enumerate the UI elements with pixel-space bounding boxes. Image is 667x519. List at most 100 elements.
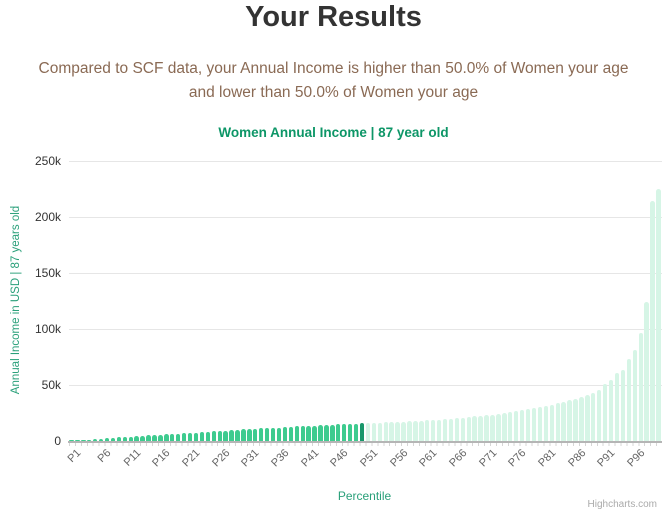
bar[interactable] bbox=[519, 410, 525, 441]
bar[interactable] bbox=[442, 419, 448, 441]
bar[interactable] bbox=[436, 419, 442, 441]
bar[interactable] bbox=[531, 408, 537, 441]
bar[interactable] bbox=[318, 425, 323, 441]
bar[interactable] bbox=[591, 392, 596, 441]
bar[interactable] bbox=[253, 428, 258, 441]
bar-user-percentile[interactable] bbox=[359, 423, 365, 441]
bar[interactable] bbox=[134, 436, 139, 441]
bar[interactable] bbox=[282, 427, 288, 441]
bar[interactable] bbox=[193, 432, 199, 441]
bar[interactable] bbox=[383, 422, 388, 441]
bar[interactable] bbox=[377, 422, 382, 441]
bar[interactable] bbox=[573, 398, 578, 441]
bar[interactable] bbox=[508, 412, 513, 441]
bar[interactable] bbox=[430, 419, 436, 441]
bar[interactable] bbox=[347, 423, 353, 441]
bar[interactable] bbox=[75, 440, 80, 441]
bar[interactable] bbox=[276, 427, 282, 441]
bar[interactable] bbox=[585, 395, 590, 441]
bar[interactable] bbox=[353, 423, 359, 441]
bar[interactable] bbox=[146, 435, 151, 441]
bar[interactable] bbox=[413, 420, 418, 441]
bar[interactable] bbox=[205, 431, 211, 441]
bar[interactable] bbox=[229, 430, 234, 441]
bar[interactable] bbox=[170, 433, 175, 441]
bar[interactable] bbox=[324, 425, 329, 441]
bar[interactable] bbox=[561, 402, 566, 441]
bar[interactable] bbox=[460, 417, 466, 441]
bar[interactable] bbox=[116, 437, 122, 441]
bar[interactable] bbox=[187, 432, 193, 441]
bar[interactable] bbox=[270, 427, 276, 441]
bar[interactable] bbox=[128, 436, 133, 441]
bar[interactable] bbox=[122, 437, 127, 441]
bar[interactable] bbox=[175, 433, 181, 441]
bar[interactable] bbox=[288, 426, 294, 441]
bar[interactable] bbox=[525, 409, 531, 441]
bar[interactable] bbox=[448, 418, 454, 441]
bar[interactable] bbox=[217, 430, 222, 441]
bar[interactable] bbox=[181, 433, 187, 441]
bar[interactable] bbox=[484, 415, 489, 441]
bar[interactable] bbox=[454, 418, 460, 441]
bar[interactable] bbox=[69, 440, 74, 441]
bar[interactable] bbox=[656, 188, 661, 441]
bar[interactable] bbox=[407, 421, 412, 441]
bar[interactable] bbox=[644, 301, 649, 441]
bar[interactable] bbox=[312, 425, 317, 441]
bar[interactable] bbox=[514, 411, 519, 441]
bar[interactable] bbox=[579, 397, 584, 441]
bar[interactable] bbox=[330, 424, 335, 441]
bar[interactable] bbox=[425, 420, 430, 441]
highcharts-credits-link[interactable]: Highcharts.com bbox=[587, 499, 657, 510]
bar[interactable] bbox=[472, 416, 477, 441]
bar[interactable] bbox=[199, 432, 205, 441]
bar[interactable] bbox=[235, 429, 240, 441]
bar[interactable] bbox=[104, 438, 110, 441]
bar[interactable] bbox=[223, 430, 228, 441]
bar[interactable] bbox=[158, 434, 163, 441]
bar[interactable] bbox=[264, 428, 270, 441]
bar[interactable] bbox=[247, 429, 252, 441]
bar[interactable] bbox=[602, 383, 608, 441]
bar[interactable] bbox=[620, 370, 626, 441]
bar[interactable] bbox=[401, 421, 406, 441]
bar[interactable] bbox=[419, 420, 424, 441]
bar[interactable] bbox=[306, 425, 311, 441]
bar[interactable] bbox=[632, 350, 637, 441]
bar[interactable] bbox=[549, 404, 554, 441]
bar[interactable] bbox=[567, 400, 572, 441]
bar[interactable] bbox=[81, 440, 86, 441]
bar[interactable] bbox=[294, 426, 299, 441]
bar[interactable] bbox=[614, 372, 620, 441]
bar[interactable] bbox=[152, 435, 157, 441]
bar[interactable] bbox=[496, 413, 501, 441]
bar[interactable] bbox=[342, 424, 347, 441]
bar[interactable] bbox=[371, 422, 377, 441]
bar[interactable] bbox=[555, 403, 560, 441]
bar[interactable] bbox=[241, 429, 246, 441]
bar[interactable] bbox=[259, 428, 264, 441]
bar[interactable] bbox=[164, 434, 169, 441]
bar[interactable] bbox=[300, 426, 305, 441]
bar[interactable] bbox=[537, 407, 543, 441]
bar[interactable] bbox=[87, 439, 92, 441]
bar[interactable] bbox=[92, 439, 98, 441]
bar[interactable] bbox=[211, 431, 216, 441]
bar[interactable] bbox=[490, 414, 495, 441]
bar[interactable] bbox=[650, 200, 655, 441]
bar[interactable] bbox=[110, 437, 116, 441]
bar[interactable] bbox=[98, 438, 104, 441]
bar[interactable] bbox=[626, 359, 632, 441]
bar[interactable] bbox=[597, 389, 602, 441]
bar[interactable] bbox=[389, 422, 394, 441]
bar[interactable] bbox=[466, 417, 471, 441]
bar[interactable] bbox=[336, 424, 341, 441]
bar[interactable] bbox=[140, 435, 145, 441]
bar[interactable] bbox=[543, 406, 549, 441]
bar[interactable] bbox=[478, 415, 483, 441]
bar[interactable] bbox=[502, 412, 507, 441]
bar[interactable] bbox=[395, 421, 400, 441]
bar[interactable] bbox=[365, 423, 371, 441]
bar[interactable] bbox=[638, 333, 643, 441]
